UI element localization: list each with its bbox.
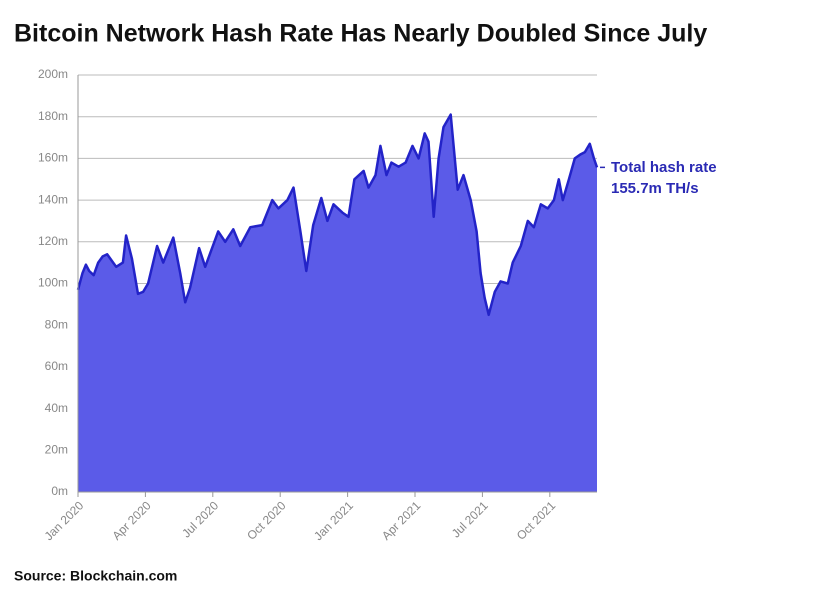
x-tick-label: Apr 2021 <box>379 498 424 543</box>
x-tick-label: Jan 2020 <box>42 498 87 543</box>
y-tick-label: 140m <box>38 192 68 206</box>
y-tick-label: 100m <box>38 276 68 290</box>
y-tick-label: 200m <box>38 67 68 81</box>
y-tick-label: 40m <box>45 401 68 415</box>
annotation-value: 155.7m TH/s <box>611 180 699 197</box>
line <box>76 113 599 317</box>
y-tick-label: 80m <box>45 317 68 331</box>
x-tick-label: Oct 2021 <box>514 498 559 543</box>
x-tick-label: Apr 2020 <box>109 498 154 543</box>
source: Source: Blockchain.com <box>14 568 177 584</box>
y-tick-label: 60m <box>45 359 68 373</box>
x-tick-label: Jul 2020 <box>179 498 221 540</box>
y-tick-label: 120m <box>38 234 68 248</box>
x-tick-label: Jan 2021 <box>311 498 356 543</box>
y-tick-label: 160m <box>38 151 68 165</box>
annotation-label: Total hash rate <box>611 159 717 176</box>
chart-title: Bitcoin Network Hash Rate Has Nearly Dou… <box>14 20 707 48</box>
x-tick-label: Oct 2020 <box>244 498 289 543</box>
y-tick-label: 180m <box>38 109 68 123</box>
x-tick-label: Jul 2021 <box>449 498 491 540</box>
area <box>78 114 597 492</box>
y-tick-label: 20m <box>45 442 68 456</box>
y-tick-label: 0m <box>51 484 68 498</box>
